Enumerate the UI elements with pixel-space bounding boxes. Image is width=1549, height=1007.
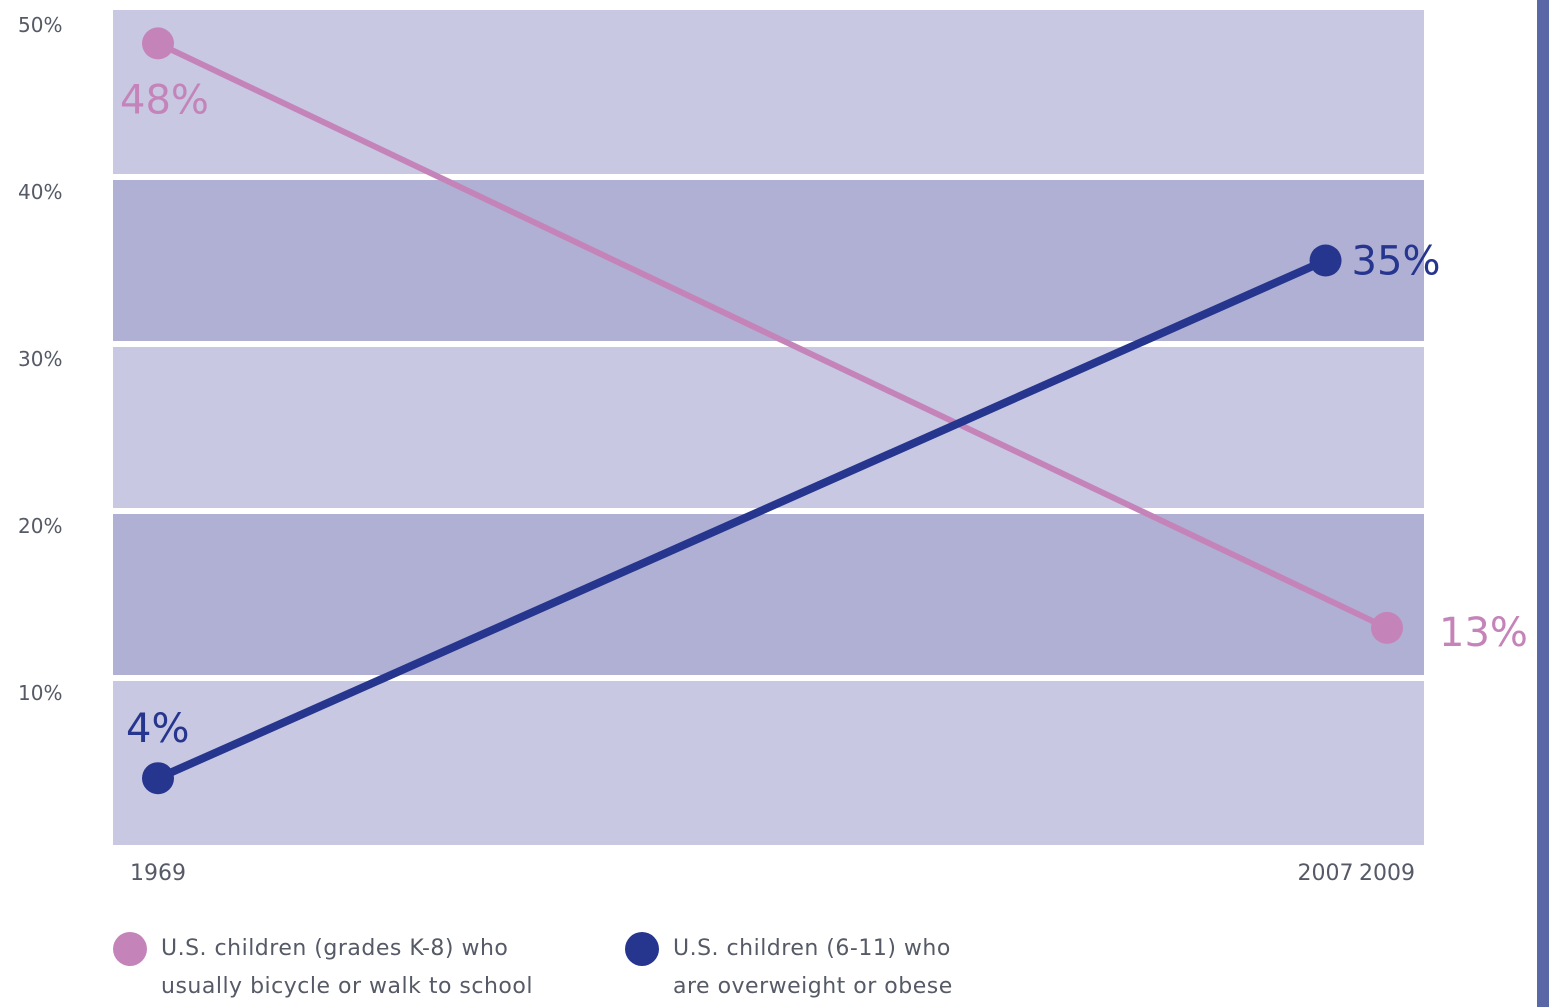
data-point [1309, 244, 1342, 277]
plot-band [113, 177, 1424, 344]
legend-item-bicycle-walk: U.S. children (grades K-8) who usually b… [113, 930, 593, 1006]
data-point [1371, 611, 1403, 644]
legend-marker-navy [625, 932, 659, 966]
data-label: 4% [126, 706, 189, 752]
right-edge-bar [1537, 0, 1549, 1007]
data-point [142, 27, 174, 60]
y-tick-label: 50% [18, 13, 62, 37]
y-tick-label: 40% [18, 180, 62, 204]
data-point [142, 762, 174, 795]
plot-band [113, 511, 1424, 678]
y-tick-label: 30% [18, 347, 62, 371]
legend-item-overweight: U.S. children (6-11) who are overweight … [625, 930, 1045, 1006]
data-label: 35% [1352, 239, 1441, 285]
y-tick-label: 10% [18, 681, 62, 705]
y-tick-label: 20% [18, 514, 62, 538]
plot-band [113, 344, 1424, 511]
data-label: 48% [120, 77, 209, 123]
x-tick-label: 1969 [130, 861, 186, 886]
data-label: 13% [1439, 610, 1528, 656]
legend-label: U.S. children (grades K-8) who usually b… [161, 936, 533, 999]
series-line [155, 40, 1390, 631]
plot-band [113, 10, 1424, 177]
series-line [154, 256, 1330, 783]
plot-band [113, 678, 1424, 845]
legend-label: U.S. children (6-11) who are overweight … [673, 936, 953, 999]
legend-marker-pink [113, 932, 147, 966]
x-tick-label: 2007 [1298, 861, 1354, 886]
x-tick-label: 2009 [1359, 861, 1415, 886]
